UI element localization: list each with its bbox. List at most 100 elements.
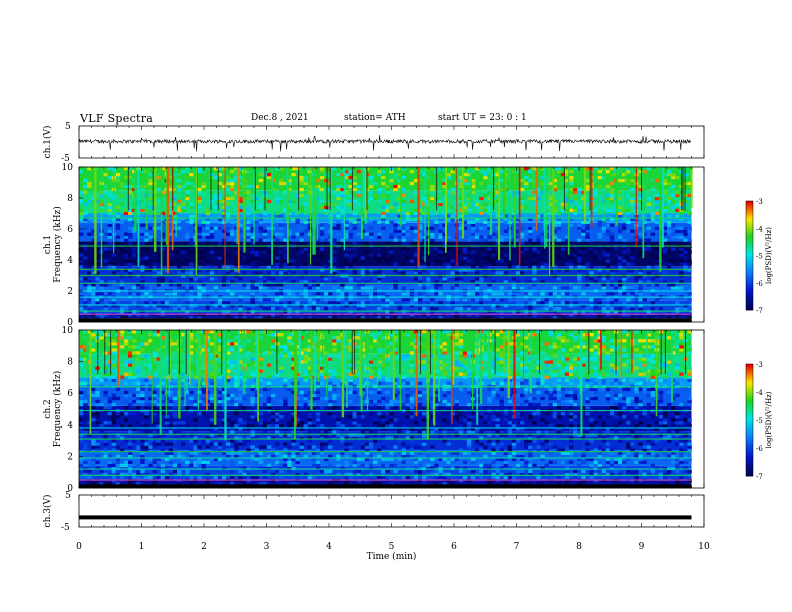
- spectrogram-cell: [238, 196, 243, 201]
- spectrogram-cell: [385, 205, 390, 210]
- spectrogram-cell: [438, 283, 443, 287]
- spectrogram-cell: [79, 232, 84, 236]
- spectrogram-cell: [413, 190, 419, 195]
- spectrogram-cell: [250, 387, 255, 392]
- spectrogram-cell: [254, 448, 259, 452]
- spectrogram-cell: [679, 241, 684, 245]
- spectrogram-cell: [160, 283, 166, 287]
- spectrogram-cell: [262, 424, 268, 428]
- spectrogram-cell: [397, 226, 402, 230]
- spectrogram-cell: [499, 187, 504, 192]
- spectrogram-cell: [148, 235, 153, 239]
- spectrogram-cell: [389, 280, 394, 284]
- spectrogram-cell: [332, 433, 337, 437]
- spectrogram-cell: [528, 238, 533, 242]
- spectrogram-cell: [266, 253, 272, 257]
- spectrogram-cell: [389, 247, 394, 251]
- spectrogram-cell: [205, 460, 210, 464]
- spectrogram-cell: [405, 190, 411, 195]
- spectrogram-cell: [111, 360, 117, 364]
- spectrogram-cell: [226, 193, 231, 198]
- spectrogram-cell: [540, 265, 545, 269]
- sferic-streak: [316, 167, 319, 241]
- spectrogram-cell: [185, 235, 190, 239]
- spectrogram-cell: [87, 469, 92, 474]
- spectrogram-cell: [667, 223, 672, 227]
- spectrogram-cell: [315, 360, 321, 364]
- spectrogram-cell: [270, 256, 276, 260]
- spectrogram-cell: [148, 430, 153, 434]
- spectrogram-cell: [254, 208, 259, 213]
- spectrogram-cell: [454, 268, 460, 272]
- spectrogram-cell: [128, 345, 133, 349]
- sferic-streak: [615, 167, 618, 226]
- spectrogram-cell: [532, 202, 537, 207]
- spectrogram-cell: [132, 472, 137, 477]
- spectrogram-cell: [589, 271, 594, 275]
- spectrogram-cell: [564, 181, 570, 186]
- spectrogram-cell: [295, 418, 300, 422]
- spectrogram-cell: [132, 229, 137, 233]
- spectrogram-cell: [148, 259, 153, 263]
- spectrogram-cell: [132, 372, 137, 376]
- spectrogram-cell: [156, 348, 161, 352]
- spectrogram-cell: [397, 259, 402, 263]
- spectrogram-cell: [172, 202, 178, 207]
- spectrogram-cell: [458, 214, 464, 218]
- spectrogram-cell: [189, 316, 194, 320]
- spectrogram-cell: [479, 277, 484, 281]
- spectrogram-cell: [205, 217, 210, 221]
- spectrogram-cell: [226, 175, 231, 180]
- spectrogram-cell: [197, 265, 202, 269]
- spectrogram-cell: [426, 301, 431, 305]
- spectrogram-cell: [348, 184, 353, 189]
- spectrogram-cell: [111, 415, 117, 419]
- spectrogram-cell: [209, 402, 215, 407]
- spectrogram-cell: [193, 436, 198, 440]
- spectrogram-cell: [442, 211, 447, 215]
- spectrogram-cell: [119, 330, 125, 334]
- spectrogram-cell: [123, 381, 129, 385]
- spectrogram-cell: [172, 190, 178, 195]
- spectrogram-cell: [205, 226, 210, 230]
- spectrogram-cell: [364, 217, 370, 221]
- spectrogram-cell: [221, 283, 227, 287]
- spectrogram-cell: [540, 256, 545, 260]
- spectrogram-cell: [140, 169, 145, 174]
- spectrogram-cell: [520, 235, 525, 239]
- spectrogram-cell: [299, 238, 304, 242]
- spectrogram-cell: [221, 357, 227, 361]
- spectrogram-cell: [270, 393, 276, 398]
- spectrogram-cell: [283, 399, 288, 404]
- spectrogram-cell: [226, 342, 231, 346]
- spectrogram-cell: [573, 193, 578, 198]
- spectrogram-cell: [393, 202, 398, 207]
- spectrogram-cell: [156, 439, 161, 443]
- spectrogram-cell: [283, 208, 288, 213]
- spectrogram-cell: [217, 339, 223, 343]
- spectrogram-cell: [217, 418, 223, 422]
- spectrogram-cell: [328, 304, 333, 308]
- spectrogram-cell: [152, 304, 157, 308]
- spectrogram-cell: [95, 466, 100, 471]
- spectrogram-cell: [136, 396, 141, 401]
- spectrogram-cell: [344, 232, 349, 236]
- spectrogram-cell: [250, 286, 255, 290]
- spectrogram-cell: [234, 167, 239, 171]
- spectrogram-cell: [401, 292, 406, 296]
- spectrogram-cell: [209, 202, 215, 207]
- gap-line: [436, 167, 438, 211]
- spectrogram-cell: [87, 433, 92, 437]
- spectrogram-cell: [291, 369, 296, 373]
- spectrogram-cell: [283, 271, 288, 275]
- spectrogram-cell: [148, 211, 153, 215]
- spectrogram-cell: [650, 214, 656, 218]
- spectrogram-cell: [91, 393, 96, 398]
- spectrogram-cell: [401, 232, 406, 236]
- spectrogram-cell: [246, 424, 251, 428]
- spectrogram-cell: [123, 424, 129, 428]
- spectrogram-cell: [103, 351, 108, 355]
- spectrogram-cell: [462, 298, 468, 302]
- spectrogram-cell: [119, 345, 125, 349]
- spectrogram-cell: [99, 280, 104, 284]
